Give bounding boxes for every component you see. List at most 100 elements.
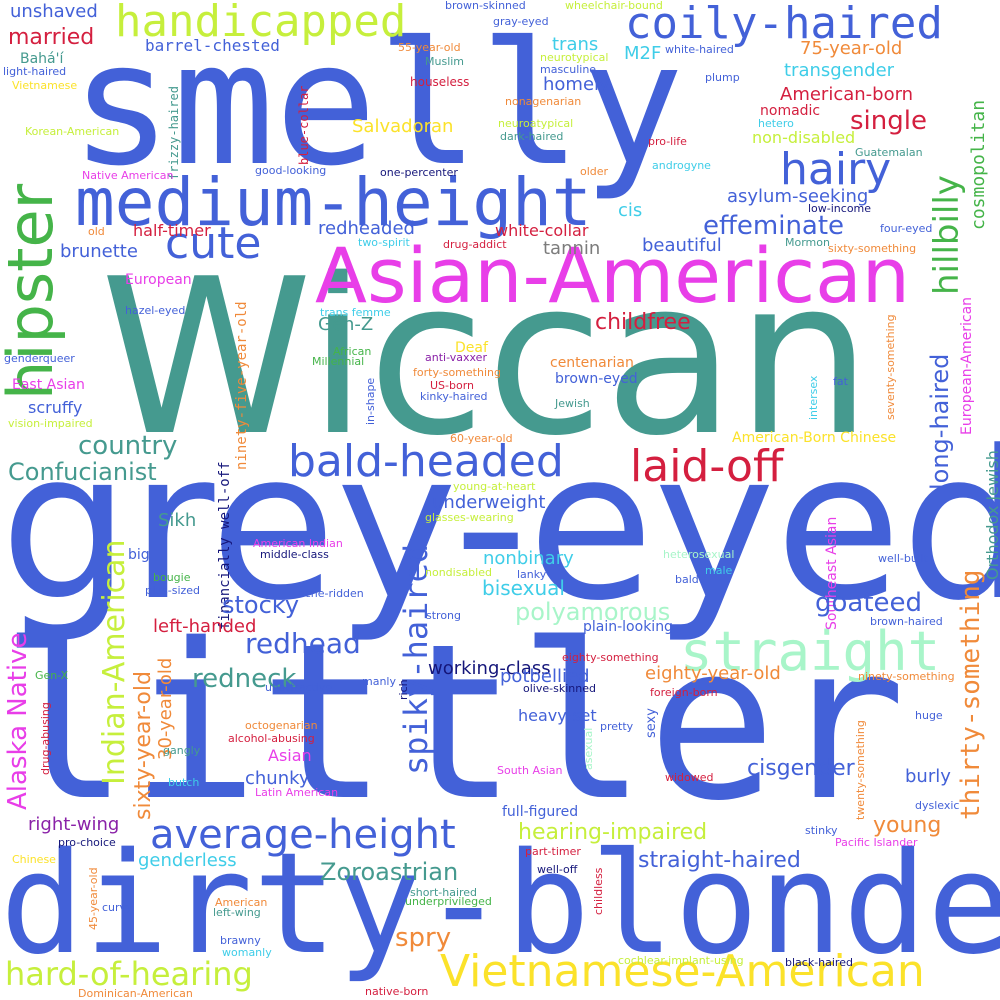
word-cloud-word: well-off [537, 863, 578, 876]
word-cloud-word: beautiful [642, 235, 722, 256]
word-cloud-word: cisgender [747, 756, 855, 781]
word-cloud-word: octogenarian [245, 719, 318, 732]
word-cloud-word: foreign-born [650, 686, 718, 699]
word-cloud-word: coily-haired [625, 0, 943, 49]
word-cloud-word: bald-headed [288, 436, 564, 487]
word-cloud-word: ninety-five-year-old [234, 301, 250, 470]
word-cloud-word: glasses-wearing [425, 511, 514, 524]
word-cloud-word: genderqueer [4, 352, 75, 365]
word-cloud-word: male [705, 564, 733, 577]
word-cloud-word: Mormon [785, 236, 830, 249]
word-cloud-word: homely [543, 74, 610, 95]
word-cloud-word: non-disabled [752, 128, 856, 147]
word-cloud-word: Wiccan [100, 232, 873, 483]
word-cloud-word: Indian-American [97, 539, 132, 785]
word-cloud-word: 60-year-old [450, 432, 513, 445]
word-cloud-word: underweight [432, 492, 546, 513]
word-cloud-word: married [8, 25, 95, 50]
word-cloud-word: grey-eyed [0, 408, 1000, 646]
word-cloud-word: ninety-something [858, 670, 955, 683]
word-cloud-word: neurotypical [540, 51, 609, 64]
word-cloud-word: smelly [70, 6, 685, 204]
word-cloud-word: forty-something [413, 366, 501, 379]
word-cloud-word: drug-abusing [39, 702, 52, 775]
word-cloud-word: effeminate [703, 211, 845, 241]
word-cloud-word: burly [905, 766, 951, 787]
word-cloud-word: nonagenarian [505, 95, 582, 108]
word-cloud-word: unshaved [10, 1, 98, 22]
word-cloud-word: working-class [428, 658, 551, 679]
word-cloud-word: well-built [878, 552, 929, 565]
word-cloud-word: intersex [807, 375, 820, 420]
word-cloud-word: African [333, 345, 372, 358]
word-cloud-word: Asian-American [315, 231, 910, 320]
word-cloud-word: eighty-something [562, 651, 659, 664]
word-cloud-word: acne-ridden [298, 587, 364, 600]
word-cloud-word: straight [680, 620, 941, 683]
word-cloud-word: polyamorous [515, 598, 671, 626]
word-cloud-word: one-percenter [380, 166, 458, 179]
word-cloud-word: thirty-something [956, 569, 986, 820]
word-cloud-word: young [873, 813, 942, 838]
word-cloud-word: cis [618, 200, 643, 221]
word-cloud-word: short-haired [410, 886, 478, 899]
word-cloud-word: dirty-blonde [0, 823, 1000, 986]
word-cloud-word: Deaf [455, 340, 488, 356]
word-cloud-word: huge [915, 709, 943, 722]
word-cloud-word: average-height [150, 812, 456, 858]
word-cloud-word: seventy-something [884, 314, 897, 420]
word-cloud-word: handicapped [115, 0, 407, 47]
word-cloud-word: barrel-chested [145, 36, 280, 55]
word-cloud-word: drug-addict [443, 238, 507, 251]
word-cloud-word: nonbinary [483, 548, 574, 569]
word-cloud-word: country [78, 431, 178, 461]
word-cloud-word: East Asian [12, 377, 85, 393]
word-cloud-word: white-haired [665, 43, 734, 56]
word-cloud-word: straight-haired [638, 848, 801, 873]
word-cloud-word: Orthodox Jewish [983, 450, 1000, 580]
word-cloud-word: androgyne [652, 159, 711, 172]
word-cloud-word: South Asian [497, 764, 563, 777]
word-cloud-word: lanky [517, 568, 547, 581]
word-cloud-word: Vietnamese-American [440, 946, 925, 997]
word-cloud-word: Pacific Islander [835, 836, 918, 849]
word-cloud-word: littler [0, 597, 907, 848]
word-cloud-word: scruffy [28, 398, 83, 417]
word-cloud-word: light-haired [3, 65, 67, 78]
word-cloud-word: heavy-set [518, 706, 597, 725]
word-cloud-word: in-shape [364, 377, 377, 425]
word-cloud-word: womanly [222, 946, 272, 959]
word-cloud-word: Muslim [425, 55, 465, 68]
word-cloud-word: masculine [540, 63, 597, 76]
word-cloud-word: wheelchair-bound [565, 0, 663, 12]
word-cloud-word: Sikh [158, 510, 197, 531]
word-cloud-word: anti-vaxxer [425, 351, 487, 364]
word-cloud-word: childless [592, 867, 605, 915]
word-cloud-word: Alaska Native [3, 632, 33, 810]
word-cloud-word: hazel-eyed [125, 304, 186, 317]
word-cloud-word: brown-haired [870, 615, 943, 628]
word-cloud-word: goateed [815, 588, 923, 618]
word-cloud-word: young-at-heart [453, 480, 536, 493]
word-cloud-word: part-timer [525, 845, 581, 858]
word-cloud-word: chunky [245, 768, 310, 789]
word-cloud-word: kinky-haired [420, 390, 488, 403]
word-cloud-word: Asian [268, 746, 312, 765]
word-cloud-word: genderless [138, 850, 237, 871]
word-cloud-word: gray-eyed [493, 15, 549, 28]
word-cloud-word: underprivileged [405, 895, 492, 908]
word-cloud-word: European-American [959, 296, 975, 435]
word-cloud-word: tannin [543, 238, 601, 259]
word-cloud-word: big [128, 547, 150, 563]
word-cloud-word: bisexual [482, 576, 565, 600]
word-cloud-word: dyslexic [915, 799, 960, 812]
word-cloud-word: Bahá'í [20, 51, 64, 67]
word-cloud-word: black-haired [785, 956, 853, 969]
word-cloud-word: hairy [780, 144, 892, 195]
word-cloud-word: pro-life [648, 135, 687, 148]
word-cloud-word: half-timer [133, 221, 211, 240]
word-cloud-word: dark-haired [500, 130, 564, 143]
word-cloud-word: medium-height [75, 164, 592, 241]
word-cloud-word: widowed [665, 771, 714, 784]
